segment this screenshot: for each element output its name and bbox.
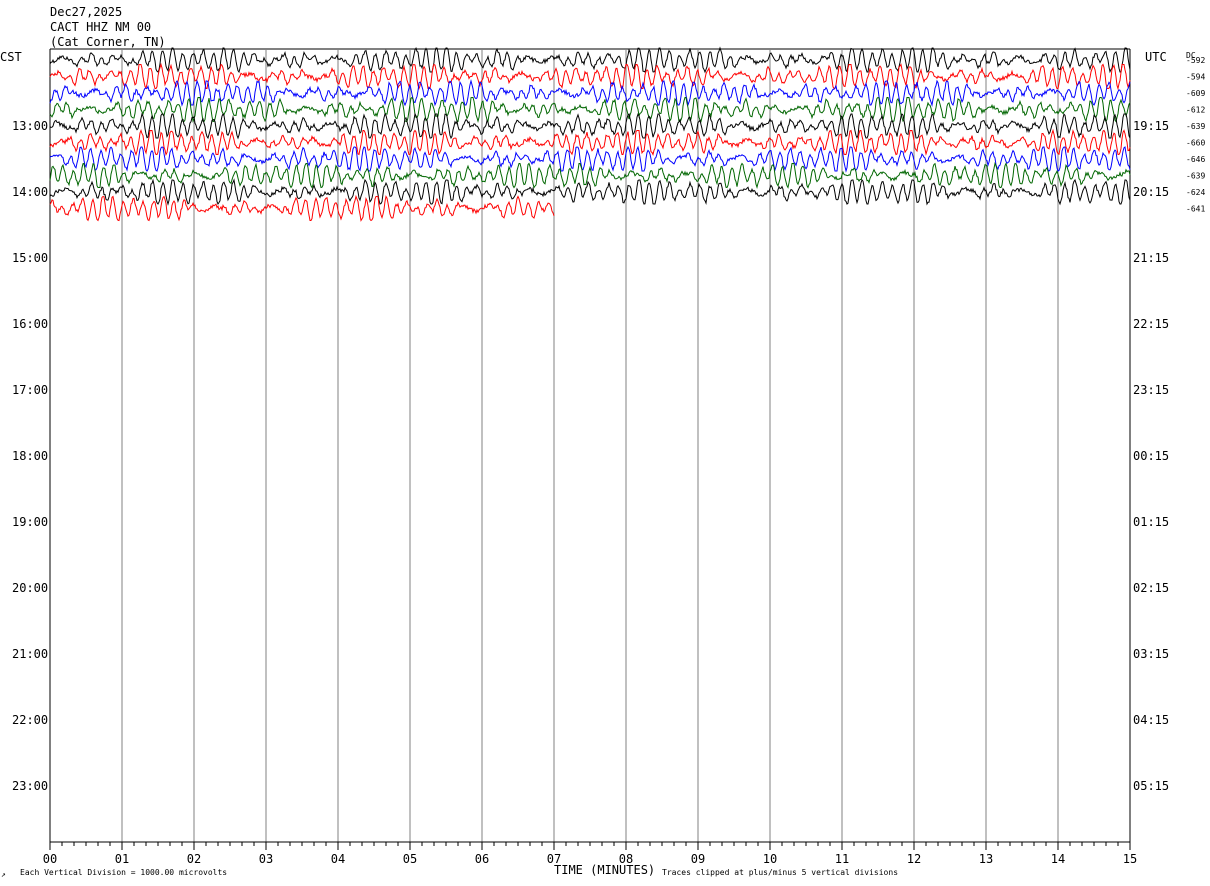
dc-offset-label: -639 xyxy=(1186,122,1205,131)
right-hour-label: 23:15 xyxy=(1133,383,1169,397)
left-hour-label: 15:00 xyxy=(12,251,48,265)
left-hour-label: 21:00 xyxy=(12,647,48,661)
x-tick-label: 14 xyxy=(1051,852,1065,866)
seismogram-trace xyxy=(49,145,1131,173)
left-timezone-label: CST xyxy=(0,50,22,64)
x-tick-label: 04 xyxy=(331,852,345,866)
x-tick-label: 00 xyxy=(43,852,57,866)
seismogram-trace xyxy=(49,178,1131,206)
seismogram-trace xyxy=(49,128,1131,156)
left-hour-label: 13:00 xyxy=(12,119,48,133)
right-hour-label: 22:15 xyxy=(1133,317,1169,331)
left-hour-label: 18:00 xyxy=(12,449,48,463)
x-tick-label: 05 xyxy=(403,852,417,866)
x-tick-label: 08 xyxy=(619,852,633,866)
dc-offset-label: -624 xyxy=(1186,188,1205,197)
x-tick-label: 13 xyxy=(979,852,993,866)
seismogram-trace xyxy=(49,62,1131,91)
seismogram-trace xyxy=(49,96,1131,123)
x-tick-label: 11 xyxy=(835,852,849,866)
x-tick-label: 01 xyxy=(115,852,129,866)
seismogram-trace xyxy=(49,79,1131,107)
x-axis-title: TIME (MINUTES) xyxy=(554,863,655,877)
x-tick-label: 06 xyxy=(475,852,489,866)
left-hour-label: 17:00 xyxy=(12,383,48,397)
left-hour-label: 19:00 xyxy=(12,515,48,529)
right-hour-label: 04:15 xyxy=(1133,713,1169,727)
x-tick-label: 12 xyxy=(907,852,921,866)
header-date: Dec27,2025 xyxy=(50,5,122,19)
left-hour-label: 23:00 xyxy=(12,779,48,793)
x-tick-label: 02 xyxy=(187,852,201,866)
right-hour-label: 02:15 xyxy=(1133,581,1169,595)
left-hour-label: 22:00 xyxy=(12,713,48,727)
dc-offset-label: -639 xyxy=(1186,172,1205,181)
header-location: (Cat Corner, TN) xyxy=(50,35,166,49)
trace-layer xyxy=(49,46,1131,222)
right-hour-label: 01:15 xyxy=(1133,515,1169,529)
footer-corner-mark: ↗ xyxy=(1,870,6,879)
dc-offset-label: -646 xyxy=(1186,155,1205,164)
right-hour-label: 03:15 xyxy=(1133,647,1169,661)
dc-offset-label: -594 xyxy=(1186,73,1205,82)
right-hour-label: 21:15 xyxy=(1133,251,1169,265)
right-hour-label: 00:15 xyxy=(1133,449,1169,463)
right-hour-label: 19:15 xyxy=(1133,119,1169,133)
left-hour-label: 20:00 xyxy=(12,581,48,595)
grid-layer xyxy=(49,48,1131,842)
dc-offset-label: -609 xyxy=(1186,89,1205,98)
left-hour-label: 14:00 xyxy=(12,185,48,199)
x-tick-label: 15 xyxy=(1123,852,1137,866)
right-hour-label: 05:15 xyxy=(1133,779,1169,793)
seismogram-trace xyxy=(49,161,1131,190)
dc-offset-label: -660 xyxy=(1186,139,1205,148)
left-hour-label: 16:00 xyxy=(12,317,48,331)
dc-offset-label: -592 xyxy=(1186,56,1205,65)
dc-label: DC xyxy=(1186,51,1196,60)
seismogram-trace xyxy=(49,112,1131,140)
x-tick-label: 07 xyxy=(547,852,561,866)
header-station: CACT HHZ NM 00 xyxy=(50,20,151,34)
x-tick-label: 03 xyxy=(259,852,273,866)
dc-offset-label: -641 xyxy=(1186,205,1205,214)
axis-layer: 00 01 02 03 04 05 06 07 08 09 10 11 12 13 14 15 13:00 14:… xyxy=(12,56,1205,866)
x-tick-label: 09 xyxy=(691,852,705,866)
seismogram-trace xyxy=(49,194,555,222)
seismogram-trace xyxy=(49,46,1131,74)
right-hour-label: 20:15 xyxy=(1133,185,1169,199)
footer-scale-note: Each Vertical Division = 1000.00 microvo… xyxy=(20,868,227,877)
dc-offset-label: -612 xyxy=(1186,106,1205,115)
footer-clip-note: Traces clipped at plus/minus 5 vertical … xyxy=(662,868,898,877)
x-tick-label: 10 xyxy=(763,852,777,866)
right-timezone-label: UTC xyxy=(1145,50,1167,64)
